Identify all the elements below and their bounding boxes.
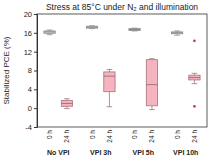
y-tick-label: 12: [24, 48, 32, 57]
y-axis-title: Stabilized PCE (%): [2, 36, 11, 104]
whisker-cap-min: [64, 108, 70, 109]
y-tick-mark: [34, 108, 37, 109]
y-tick: 12: [24, 48, 37, 57]
box: [104, 70, 115, 107]
median: [61, 103, 72, 104]
plot: -4 0 4 8 12 16 20 0 h 24 h No VPI 0 h 24 h VPI 3h 0 h…: [24, 10, 207, 156]
outlier: [193, 39, 196, 42]
whisker-cap-max: [64, 98, 70, 99]
y-tick-label: 20: [24, 10, 32, 19]
y-tick-label: 8: [28, 66, 32, 75]
y-tick-label: 16: [24, 29, 32, 38]
y-tick-mark: [34, 89, 37, 90]
category-label: 0 h: [89, 130, 96, 139]
y-tick: -4: [25, 123, 37, 132]
median: [146, 84, 157, 85]
group-label: VPI 5h: [133, 149, 154, 156]
y-tick-mark: [34, 14, 37, 15]
category-label: 24 h: [191, 130, 198, 143]
whisker-cap-max: [107, 69, 113, 70]
box-body: [61, 101, 72, 107]
y-tick-label: 0: [28, 104, 32, 113]
box: [61, 99, 72, 109]
group-label: No VPI: [47, 149, 70, 156]
category-label: 0 h: [174, 130, 181, 139]
box-body: [189, 75, 200, 80]
box-body: [171, 32, 182, 34]
lower-whisker: [109, 92, 110, 107]
y-tick: 4: [28, 85, 37, 94]
title: Stress at 85°C under N₂ and illumination: [46, 2, 198, 12]
median: [171, 32, 182, 33]
box-body: [146, 60, 157, 106]
y-tick-mark: [34, 52, 37, 53]
y-tick: 16: [24, 29, 37, 38]
median: [189, 77, 200, 78]
chart: -4 0 4 8 12 16 20 0 h 24 h No VPI 0 h 24 h VPI 3h 0 h…: [0, 0, 211, 158]
y-tick-mark: [34, 33, 37, 34]
whisker-cap-max: [174, 30, 180, 31]
marks: [44, 26, 200, 110]
y-tick-label: -4: [25, 123, 32, 132]
box-body: [86, 26, 97, 28]
y-tick: 8: [28, 66, 37, 75]
y-tick-mark: [34, 71, 37, 72]
outlier: [193, 105, 196, 108]
y-tick-mark: [34, 127, 37, 128]
box: [44, 30, 55, 35]
plot-frame: [37, 14, 207, 127]
box: [86, 26, 97, 29]
whisker-cap-max: [47, 30, 53, 31]
whisker-cap-max: [149, 58, 155, 59]
group-label: VPI 10h: [173, 149, 198, 156]
category-label: 0 h: [131, 130, 138, 139]
median: [86, 27, 97, 28]
y-axis: -4 0 4 8 12 16 20: [24, 10, 38, 132]
category-label: 24 h: [63, 130, 70, 143]
box: [129, 28, 140, 31]
median: [44, 31, 55, 32]
whisker-cap-min: [174, 35, 180, 36]
median: [129, 29, 140, 30]
whisker-cap-min: [47, 34, 53, 35]
box-body: [44, 31, 55, 33]
category-label: 0 h: [46, 130, 53, 139]
whisker-cap-max: [192, 73, 198, 74]
group-label: VPI 3h: [90, 149, 111, 156]
box-body: [129, 29, 140, 31]
lower-whisker: [151, 106, 152, 110]
median: [104, 76, 115, 77]
category-label: 24 h: [148, 130, 155, 143]
category-label: 24 h: [106, 130, 113, 143]
box: [189, 39, 200, 107]
lower-whisker: [194, 80, 195, 84]
whisker-cap-min: [149, 109, 155, 110]
box-body: [104, 72, 115, 92]
box: [146, 59, 157, 110]
box: [171, 31, 182, 35]
y-axis-line: [34, 15, 38, 128]
whisker-cap-min: [192, 83, 198, 84]
y-tick-label: 4: [28, 85, 32, 94]
y-tick: 0: [28, 104, 37, 113]
y-tick: 20: [24, 10, 37, 19]
whisker-cap-min: [107, 106, 113, 107]
